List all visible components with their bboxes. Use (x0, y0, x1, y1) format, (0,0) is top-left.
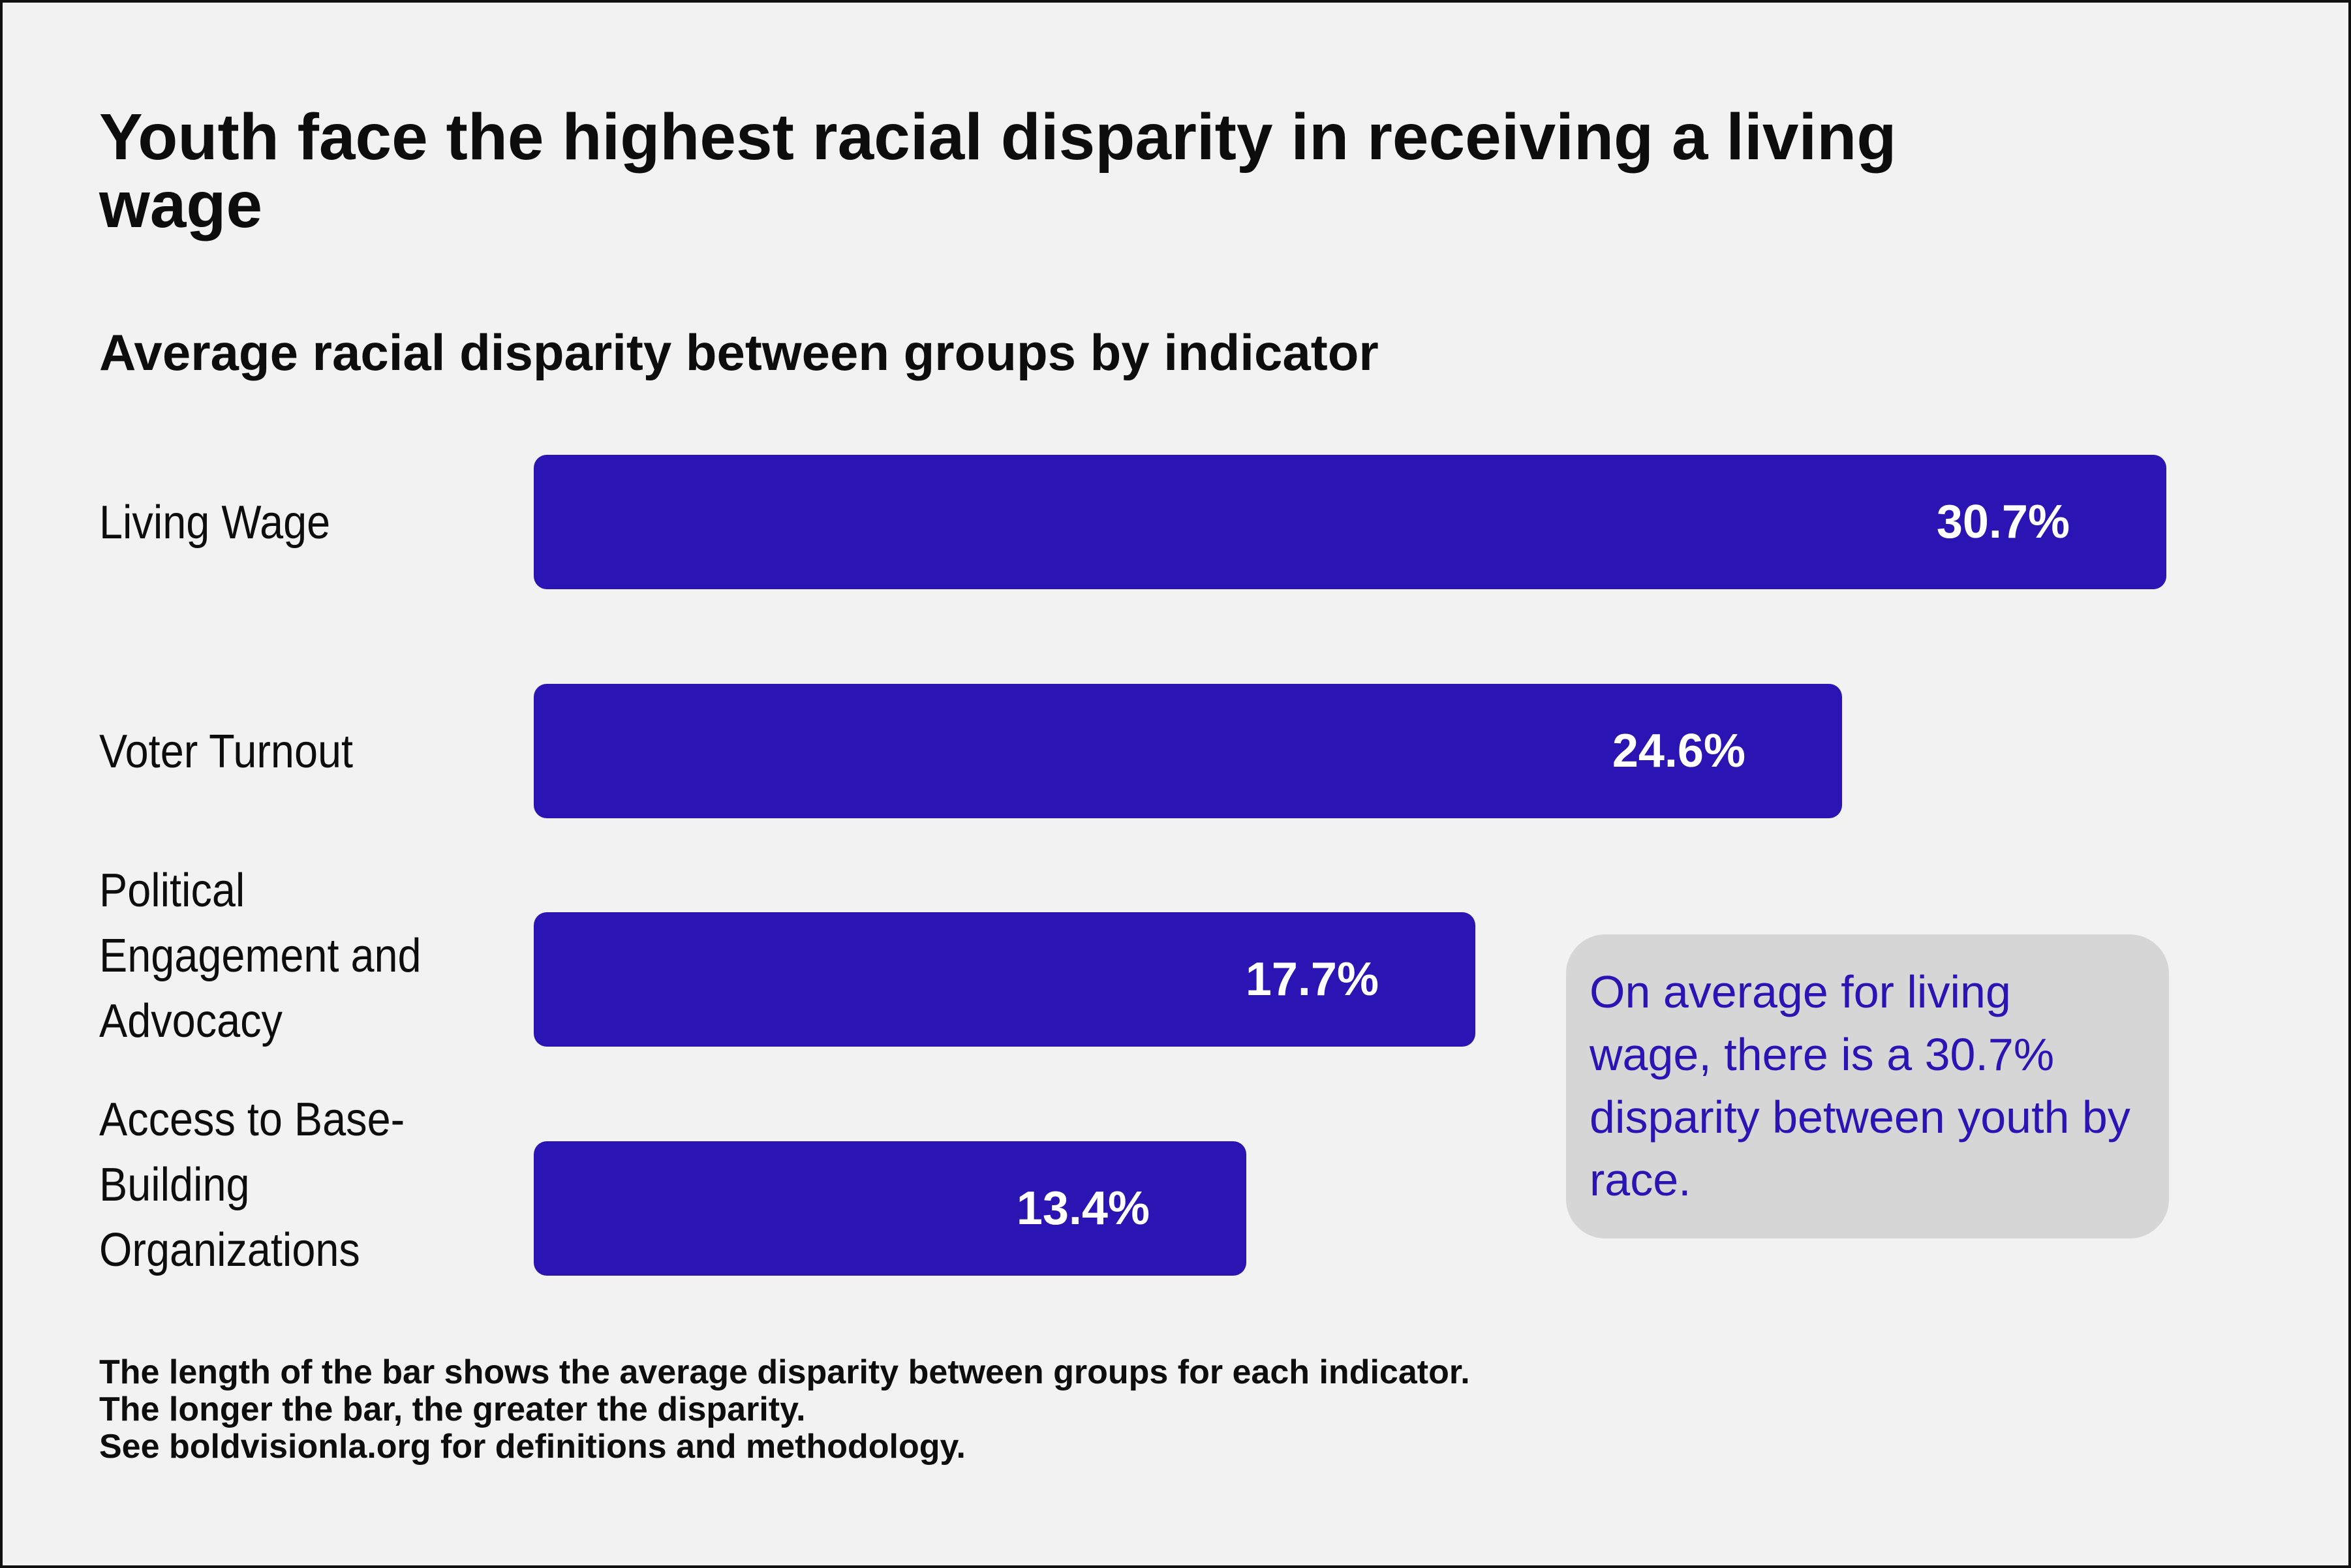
bar: 17.7% (534, 912, 1475, 1047)
bar-value-label: 24.6% (1612, 725, 1745, 777)
bar: 13.4% (534, 1141, 1246, 1276)
bar-value-label: 13.4% (1016, 1182, 1150, 1235)
bar: 30.7% (534, 455, 2166, 589)
category-label: Voter Turnout (99, 726, 354, 778)
bar-value-label: 17.7% (1245, 953, 1379, 1006)
bar: 24.6% (534, 684, 1842, 818)
bar-value-label: 30.7% (1936, 496, 2070, 548)
footnote: The length of the bar shows the average … (99, 1354, 1470, 1466)
category-label: Living Wage (99, 497, 331, 549)
callout-note: On average for living wage, there is a 3… (1566, 934, 2169, 1238)
footnote-line-2: The longer the bar, the greater the disp… (99, 1391, 806, 1428)
footnote-line-3: See boldvisionla.org for definitions and… (99, 1428, 966, 1466)
chart-subtitle: Average racial disparity between groups … (99, 324, 1379, 381)
footnote-line-1: The length of the bar shows the average … (99, 1353, 1470, 1391)
category-label: Political Engagement and Advocacy (99, 865, 422, 1047)
chart-title: Youth face the highest racial disparity … (99, 100, 1897, 241)
category-label: Access to Base-Building Organizations (99, 1094, 405, 1276)
